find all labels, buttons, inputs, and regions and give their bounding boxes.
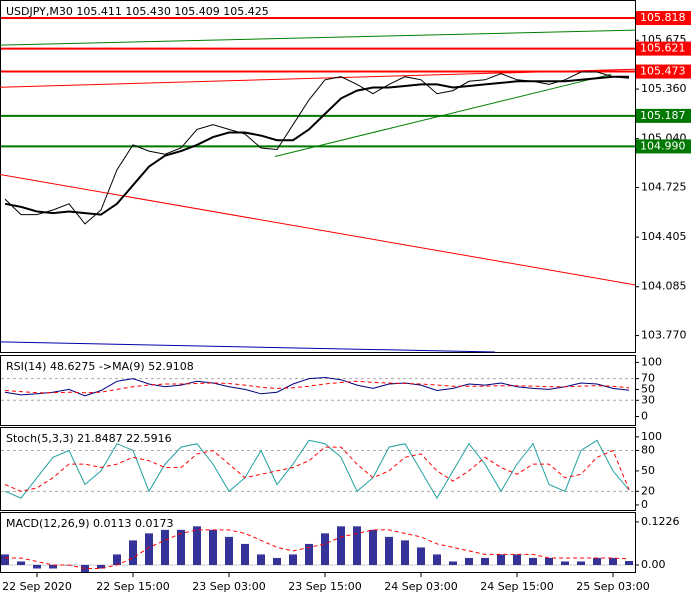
panel-title: RSI(14) 48.6275 ->MA(9) 52.9108: [6, 360, 194, 373]
series-line: [4, 380, 630, 394]
y-tick-label: 100: [641, 355, 662, 368]
histogram-bar: [113, 554, 121, 565]
y-tick-label: 30: [641, 393, 655, 406]
y-tick-label: 105.360: [641, 82, 687, 95]
panel-title: MACD(12,26,9) 0.0113 0.0173: [6, 517, 174, 530]
histogram-bar: [305, 543, 313, 565]
histogram-bar: [321, 533, 329, 565]
stoch-frame: [0, 427, 636, 511]
level-label: 105.621: [640, 42, 686, 55]
histogram-bar: [145, 533, 153, 565]
histogram-bar: [129, 540, 137, 565]
histogram-bar: [513, 554, 521, 565]
x-tick-label: 23 Sep 03:00: [192, 580, 265, 593]
histogram-bar: [289, 554, 297, 565]
y-tick-label: 0.1226: [641, 515, 680, 528]
level-label: 104.990: [640, 139, 686, 152]
trendline: [0, 173, 636, 286]
histogram-bar: [529, 557, 537, 565]
histogram-bar: [353, 526, 361, 565]
histogram-bar: [417, 547, 425, 565]
x-tick-label: 22 Sep 2020: [2, 580, 72, 593]
x-tick-label: 24 Sep 15:00: [480, 580, 553, 593]
histogram-bar: [449, 561, 457, 565]
series-line: [4, 75, 629, 216]
trendline: [0, 29, 636, 46]
series-line: [5, 529, 630, 569]
histogram-bar: [33, 564, 41, 569]
x-tick-label: 24 Sep 03:00: [384, 580, 457, 593]
level-badge: [636, 108, 691, 123]
histogram-bar: [209, 529, 217, 565]
histogram-bar: [257, 554, 265, 565]
y-tick-label: 100: [641, 430, 662, 443]
level-badge: [636, 11, 691, 26]
histogram-bar: [401, 540, 409, 565]
y-tick-label: 0.00: [641, 558, 666, 571]
histogram-bar: [369, 529, 377, 565]
series-line: [4, 71, 630, 225]
histogram-bar: [593, 557, 601, 565]
histogram-bar: [545, 557, 553, 565]
y-tick-label: 80: [641, 443, 655, 456]
y-tick-label: 50: [641, 464, 655, 477]
trendline: [274, 73, 612, 157]
y-tick-label: 0: [641, 410, 648, 423]
histogram-bar: [385, 536, 393, 565]
level-badge: [636, 41, 691, 56]
histogram-bar: [97, 564, 105, 569]
level-badge: [636, 64, 691, 79]
level-label: 105.818: [640, 11, 686, 24]
x-tick-label: 25 Sep 03:00: [576, 580, 649, 593]
panel-title: Stoch(5,3,3) 21.8487 22.5916: [6, 432, 172, 445]
y-tick-label: 103.770: [641, 329, 687, 342]
y-tick-label: 104.085: [641, 280, 687, 293]
histogram-bar: [337, 526, 345, 565]
histogram-bar: [177, 529, 185, 565]
y-tick-label: 20: [641, 484, 655, 497]
histogram-bar: [161, 529, 169, 565]
histogram-bar: [481, 557, 489, 565]
histogram-bar: [609, 557, 617, 565]
series-line: [4, 376, 630, 397]
histogram-bar: [273, 557, 281, 565]
histogram-bar: [465, 557, 473, 565]
y-tick-label: 50: [641, 382, 655, 395]
histogram-bar: [49, 564, 57, 569]
y-tick-label: 0: [641, 498, 648, 511]
histogram-bar: [225, 536, 233, 565]
y-tick-label: 104.725: [641, 181, 687, 194]
histogram-bar: [193, 526, 201, 565]
histogram-bar: [241, 543, 249, 565]
histogram-bar: [497, 554, 505, 565]
main-frame: [0, 0, 636, 353]
x-tick-label: 22 Sep 15:00: [96, 580, 169, 593]
series-line: [4, 446, 630, 492]
histogram-bar: [433, 554, 441, 565]
histogram-bar: [625, 561, 633, 565]
histogram-bar: [561, 561, 569, 565]
rsi-frame: [0, 355, 636, 426]
trendline: [0, 68, 636, 88]
panel-title: USDJPY,M30 105.411 105.430 105.409 105.4…: [6, 5, 269, 18]
y-tick-label: 70: [641, 372, 655, 385]
trendline: [0, 341, 496, 353]
macd-frame: [0, 512, 636, 573]
level-label: 105.473: [640, 65, 686, 78]
series-line: [4, 439, 630, 500]
histogram-bar: [1, 554, 9, 565]
x-tick-label: 23 Sep 15:00: [288, 580, 361, 593]
histogram-bar: [81, 564, 89, 572]
level-label: 105.187: [640, 109, 686, 122]
histogram-bar: [17, 561, 25, 565]
y-tick-label: 104.405: [641, 230, 687, 243]
level-badge: [636, 139, 691, 154]
histogram-bar: [577, 561, 585, 565]
